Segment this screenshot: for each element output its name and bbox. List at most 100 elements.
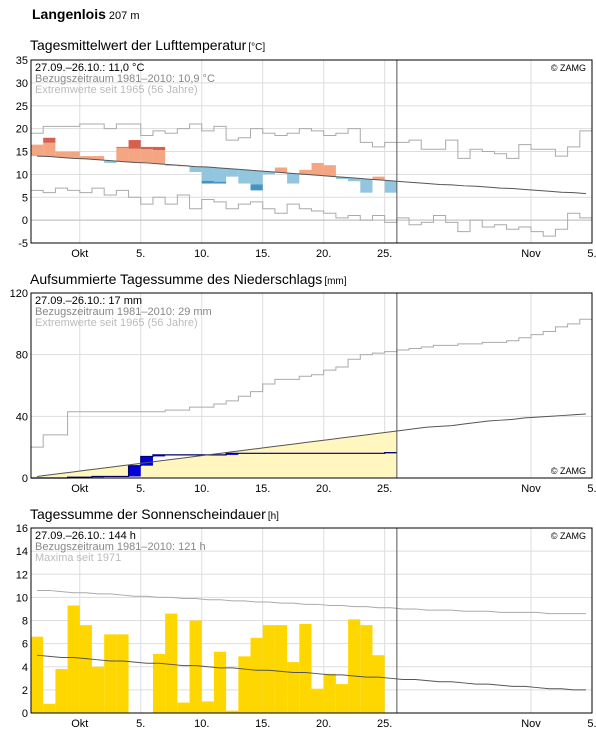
- max-line: [37, 589, 586, 615]
- max-extreme-line: [31, 123, 592, 159]
- sunshine-bar: [274, 625, 288, 713]
- x-tick-label: Okt: [71, 718, 88, 729]
- sunshine-bar: [348, 619, 361, 713]
- temperature-bar: [79, 156, 92, 159]
- x-tick-label: Nov: [521, 718, 541, 729]
- plot-frame: [30, 527, 593, 714]
- temperature-bar: [91, 156, 105, 160]
- y-tick-label: -5: [18, 238, 28, 250]
- y-tick-label: 120: [10, 288, 28, 300]
- temperature-bar-extreme: [43, 137, 56, 143]
- temperature-bar-extreme: [213, 181, 227, 184]
- x-tick-label: Nov: [521, 248, 541, 260]
- plot-frame: [30, 292, 593, 479]
- credit-label: © ZAMG: [551, 63, 586, 73]
- reference-summary: Bezugszeitraum 1981–2010: 10,9 °C: [35, 73, 215, 85]
- sunshine-bar: [335, 684, 349, 713]
- temperature-bar: [250, 170, 263, 185]
- x-tick-label: 25.: [377, 483, 392, 495]
- sunshine-bar: [311, 688, 324, 713]
- sunshine-bar: [31, 636, 44, 713]
- sunshine-bar: [67, 605, 80, 713]
- temperature-bar-extreme: [116, 146, 129, 148]
- precipitation-panel-title: Aufsummierte Tagessumme des Niederschlag…: [30, 271, 347, 287]
- precipitation-title-text: Aufsummierte Tagessumme des Niederschlag…: [30, 271, 323, 287]
- y-tick-label: 0: [22, 473, 28, 485]
- temperature-bar: [128, 148, 141, 163]
- sunshine-bar: [262, 625, 275, 713]
- y-tick-label: 6: [22, 639, 28, 651]
- sunshine-unit: [h]: [267, 511, 279, 522]
- temperature-bar: [43, 142, 56, 157]
- temperature-bar: [348, 178, 361, 182]
- x-tick-label: Nov: [521, 483, 541, 495]
- x-tick-label: 20.: [316, 483, 331, 495]
- y-tick-label: 0: [22, 708, 28, 720]
- temperature-bar-extreme: [140, 146, 153, 150]
- y-tick-label: 20: [16, 124, 28, 136]
- reference-summary: Bezugszeitraum 1981–2010: 29 mm: [35, 306, 212, 318]
- temperature-bar: [372, 176, 385, 180]
- sunshine-bar: [372, 655, 385, 713]
- y-tick-label: 0: [22, 215, 28, 227]
- x-tick-label: 15.: [255, 483, 270, 495]
- period-summary: 27.09.–26.10.: 11,0 °C: [35, 62, 144, 74]
- page-title: Langenlois 207 m: [32, 6, 139, 22]
- precipitation-increment: [140, 456, 153, 466]
- sunshine-chart: 0 2 4 6 8 10 12 14 16 Okt 5. 10. 15. 20. 25. Nov 5. 27.09…: [16, 523, 596, 729]
- extremes-note: Extremwerte seit 1965 (56 Jahre): [35, 317, 198, 329]
- min-extreme-line: [31, 187, 592, 237]
- x-tick-label: 5.: [587, 718, 596, 729]
- y-tick-label: 2: [22, 685, 28, 697]
- extremes-note: Extremwerte seit 1965 (56 Jahre): [35, 84, 198, 96]
- y-tick-label: 40: [16, 411, 28, 423]
- temperature-bar: [104, 160, 117, 163]
- temperature-bar: [287, 173, 300, 184]
- temperature-bar-extreme: [128, 140, 141, 149]
- y-tick-label: 8: [22, 616, 28, 628]
- station-elevation: 207 m: [108, 10, 140, 22]
- x-tick-label: 5.: [587, 483, 596, 495]
- temperature-bar: [140, 149, 153, 163]
- sunshine-bar: [250, 637, 263, 713]
- y-tick-label: 16: [16, 523, 28, 535]
- sunshine-bar: [55, 669, 68, 713]
- precipitation-chart: 0 40 80 120 Okt 5. 10. 15. 20. 25. Nov 5. 27.09.–26.…: [10, 288, 596, 495]
- credit-label: © ZAMG: [551, 466, 586, 476]
- temperature-bar: [67, 151, 80, 159]
- temperature-bar: [152, 150, 166, 164]
- x-tick-label: 15.: [255, 248, 270, 260]
- reference-line: [37, 155, 586, 195]
- reference-line: [37, 654, 586, 691]
- x-tick-label: 5.: [587, 248, 596, 260]
- x-tick-label: 5.: [136, 718, 145, 729]
- temperature-bar: [31, 144, 44, 157]
- x-tick-label: 10.: [194, 718, 209, 729]
- x-tick-label: 10.: [194, 248, 209, 260]
- temperature-bar: [213, 167, 227, 182]
- credit-label: © ZAMG: [551, 531, 586, 541]
- y-tick-label: 80: [16, 350, 28, 362]
- temperature-bar: [323, 165, 336, 177]
- temperature-bar: [55, 151, 68, 158]
- y-tick-label: 10: [16, 169, 28, 181]
- y-tick-label: 30: [16, 78, 28, 90]
- x-tick-label: 5.: [136, 483, 145, 495]
- x-tick-label: 20.: [316, 248, 331, 260]
- precipitation-increment: [128, 465, 141, 477]
- temperature-unit: [°C]: [248, 42, 266, 53]
- sunshine-bar: [323, 673, 336, 713]
- temperature-bar: [116, 147, 129, 162]
- sunshine-bar: [165, 613, 178, 713]
- precipitation-increment: [152, 454, 166, 457]
- sunshine-bar: [360, 625, 373, 713]
- temperature-bar: [189, 166, 202, 173]
- temperature-bar-extreme: [152, 146, 166, 151]
- period-summary: 27.09.–26.10.: 17 mm: [35, 295, 142, 307]
- x-tick-label: 25.: [377, 718, 392, 729]
- reference-cumulative-line: [37, 413, 586, 477]
- period-summary: 27.09.–26.10.: 144 h: [35, 530, 136, 542]
- temperature-bar: [360, 178, 373, 193]
- temperature-bar: [226, 168, 239, 177]
